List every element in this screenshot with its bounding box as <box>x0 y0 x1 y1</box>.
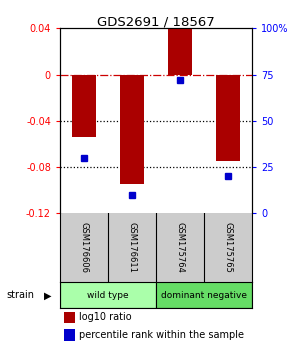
Bar <box>216 74 240 161</box>
Text: GSM175765: GSM175765 <box>224 222 232 273</box>
Bar <box>64 329 75 341</box>
Text: wild type: wild type <box>87 291 129 300</box>
Text: percentile rank within the sample: percentile rank within the sample <box>79 330 244 339</box>
Text: ▶: ▶ <box>44 290 51 300</box>
Bar <box>168 28 192 74</box>
Bar <box>72 74 96 137</box>
Text: GSM176611: GSM176611 <box>128 222 136 273</box>
Bar <box>156 282 252 308</box>
Bar <box>64 312 75 323</box>
Text: dominant negative: dominant negative <box>161 291 247 300</box>
Text: log10 ratio: log10 ratio <box>79 312 132 322</box>
Bar <box>120 74 144 184</box>
Title: GDS2691 / 18567: GDS2691 / 18567 <box>97 15 215 28</box>
Text: GSM176606: GSM176606 <box>80 222 88 273</box>
Text: GSM175764: GSM175764 <box>176 222 184 273</box>
Bar <box>60 282 156 308</box>
Text: strain: strain <box>6 290 34 300</box>
